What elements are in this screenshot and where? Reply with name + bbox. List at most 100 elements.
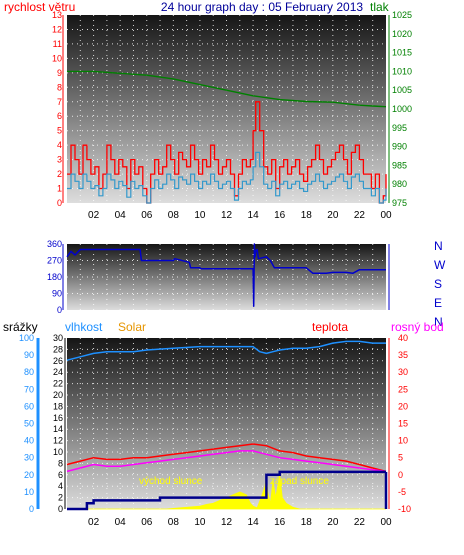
direction-label-n-top: N: [434, 239, 443, 253]
wind-speed-tick-label: 9: [57, 68, 62, 78]
wind-speed-tick-label: 12: [52, 24, 62, 34]
humidity-tick-label: 8: [58, 458, 63, 468]
temperature-tick-label: 10: [398, 436, 408, 446]
rain-tick-label: 30: [24, 453, 34, 463]
pressure-tick-label: 1005: [392, 85, 412, 95]
wind-speed-tick-label: 2: [57, 169, 62, 179]
time-tick-label: 22: [354, 517, 366, 528]
pressure-tick-label: 1025: [392, 10, 412, 20]
direction-degree-tick-label: 0: [57, 305, 62, 315]
direction-degree-tick-label: 90: [52, 289, 62, 299]
rain-tick-label: 80: [24, 367, 34, 377]
solar-series-area: [67, 474, 386, 510]
humidity-tick-label: 14: [53, 424, 63, 434]
humidity-tick-label: 20: [53, 390, 63, 400]
wind-speed-tick-label: 8: [57, 82, 62, 92]
rain-tick-label: 20: [24, 470, 34, 480]
wind-speed-tick-label: 5: [57, 126, 62, 136]
temperature-series-line: [66, 443, 387, 473]
time-tick-label: 20: [327, 210, 339, 221]
time-tick-label: 06: [141, 517, 153, 528]
temperature-tick-label: 5: [398, 453, 403, 463]
temperature-tick-label: 20: [398, 401, 408, 411]
time-tick-label: 00: [380, 210, 392, 221]
temperature-tick-label: -10: [398, 504, 411, 514]
wind-gust-series-line: [67, 101, 387, 204]
time-tick-label: 20: [327, 517, 339, 528]
pressure-tick-label: 995: [392, 123, 407, 133]
chart-title: 24 hour graph day : 05 February 2013: [161, 0, 363, 14]
rain-tick-label: 100: [19, 333, 34, 343]
wind-pressure-panel-background: [67, 15, 386, 203]
humidity-tick-label: 28: [53, 344, 63, 354]
pressure-axis-label: tlak: [370, 0, 390, 14]
pressure-tick-label: 1010: [392, 66, 412, 76]
temperature-tick-label: 15: [398, 419, 408, 429]
dewpoint-label: rosný bod: [391, 320, 444, 334]
wind-direction-series-line: [66, 243, 386, 308]
humidity-series-line: [66, 340, 386, 361]
dewpoint-series-line: [66, 450, 387, 473]
temperature-tick-label: 40: [398, 333, 408, 343]
solar-label: Solar: [118, 320, 146, 334]
direction-label-e: E: [434, 296, 442, 310]
time-tick-label: 10: [194, 210, 206, 221]
direction-label-s: S: [434, 277, 442, 291]
humidity-tick-label: 26: [53, 356, 63, 366]
temperature-tick-label: 35: [398, 350, 408, 360]
humidity-tick-label: 30: [53, 333, 63, 343]
humidity-tick-label: 24: [53, 367, 63, 377]
direction-label-n-bottom: N: [434, 315, 443, 329]
time-tick-label: 16: [274, 517, 286, 528]
humidity-axis-label: vlhkost: [65, 320, 103, 334]
humidity-tick-label: 12: [53, 436, 63, 446]
time-tick-label: 12: [221, 210, 233, 221]
time-tick-label: 18: [301, 517, 313, 528]
rain-tick-label: 10: [24, 487, 34, 497]
wind-direction-panel: 0 90 180 270 360: [47, 239, 390, 315]
sunrise-annotation: východ slunce: [139, 476, 203, 487]
humidity-tick-label: 4: [58, 481, 63, 491]
rain-tick-label: 50: [24, 419, 34, 429]
rain-tick-label: 60: [24, 401, 34, 411]
wind-speed-tick-label: 0: [57, 198, 62, 208]
grid: [67, 338, 386, 509]
direction-label-w: W: [434, 258, 446, 272]
temperature-tick-label: 30: [398, 367, 408, 377]
temperature-axis-label: teplota: [312, 320, 348, 334]
pressure-tick-label: 980: [392, 179, 407, 189]
time-tick-label: 08: [168, 517, 180, 528]
wind-speed-tick-label: 11: [53, 39, 62, 49]
humidity-temperature-panel: 0102030405060708090100024681012141618202…: [19, 333, 411, 528]
time-tick-label: 08: [168, 210, 180, 221]
grid: [67, 244, 386, 310]
time-tick-label: 14: [248, 517, 260, 528]
rain-tick-label: 0: [29, 504, 34, 514]
rain-tick-label: 40: [24, 436, 34, 446]
time-tick-label: 04: [115, 517, 127, 528]
time-tick-label: 06: [141, 210, 153, 221]
wind-speed-tick-label: 7: [57, 97, 62, 107]
pressure-tick-label: 975: [392, 198, 407, 208]
pressure-tick-label: 1020: [392, 29, 412, 39]
humidity-tick-label: 16: [53, 413, 63, 423]
wind-speed-axis-label: rychlost větru: [4, 0, 75, 14]
time-tick-label: 22: [354, 210, 366, 221]
humidity-tick-label: 2: [58, 493, 63, 503]
rain-axis-label: srážky: [3, 320, 38, 334]
wind-speed-tick-label: 1: [57, 184, 62, 194]
time-tick-label: 00: [380, 517, 392, 528]
time-tick-label: 02: [88, 210, 100, 221]
rain-tick-label: 90: [24, 350, 34, 360]
temperature-tick-label: 0: [398, 470, 403, 480]
humidity-tick-label: 18: [53, 401, 63, 411]
time-tick-label: 18: [301, 210, 313, 221]
time-tick-label: 14: [248, 210, 260, 221]
humidity-tick-label: 22: [53, 379, 63, 389]
wind-average-series-line: [67, 151, 387, 204]
time-tick-label: 02: [88, 517, 100, 528]
wind-pressure-panel: 0123456789101112139759809859909951000100…: [52, 10, 412, 221]
pressure-series-line: [67, 70, 387, 108]
direction-degree-tick-label: 360: [47, 239, 62, 249]
